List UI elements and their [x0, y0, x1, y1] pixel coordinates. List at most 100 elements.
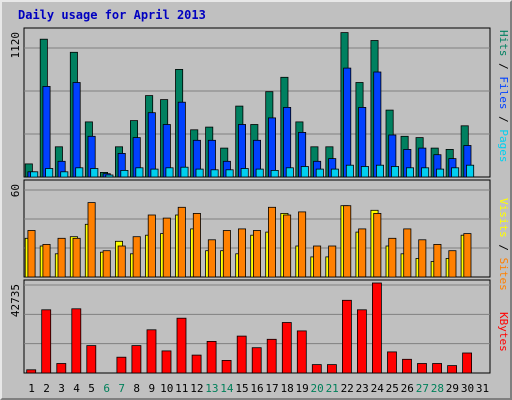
x-tick-label: 11: [175, 382, 188, 395]
bar-kbytes-day-12: [191, 354, 202, 374]
bar-kbytes-day-21: [326, 364, 337, 374]
bar-sites-day-26: [403, 228, 412, 278]
chart-title: Daily usage for April 2013: [18, 8, 206, 22]
bar-sites-day-2: [42, 243, 51, 278]
x-tick-label: 2: [43, 382, 50, 395]
x-tick-label: 6: [103, 382, 110, 395]
bar-sites-day-24: [373, 212, 382, 278]
bar-kbytes-day-28: [432, 363, 443, 374]
x-tick-label: 5: [88, 382, 95, 395]
bar-sites-day-14: [222, 230, 231, 278]
bar-pages-day-29: [451, 167, 460, 178]
y-max-label: 60: [9, 184, 22, 197]
x-tick-label: 14: [220, 382, 234, 395]
x-tick-label: 1: [28, 382, 35, 395]
x-tick-label: 7: [118, 382, 125, 395]
bar-pages-day-30: [466, 164, 475, 178]
bar-pages-day-26: [405, 167, 414, 178]
x-tick-label: 24: [371, 382, 385, 395]
legend-label-visits: Visits: [497, 198, 510, 238]
bar-pages-day-7: [120, 169, 129, 178]
bar-kbytes-day-17: [266, 338, 277, 374]
bar-kbytes-day-14: [221, 359, 232, 374]
bar-kbytes-day-13: [206, 340, 217, 374]
bar-pages-day-6: [105, 174, 114, 178]
x-tick-label: 17: [265, 382, 278, 395]
bar-kbytes-day-15: [236, 335, 247, 374]
bar-pages-day-16: [255, 168, 264, 178]
x-tick-label: 3: [58, 382, 65, 395]
x-tick-label: 31: [476, 382, 489, 395]
bar-kbytes-day-18: [281, 322, 292, 374]
x-tick-label: 27: [416, 382, 429, 395]
bar-pages-day-14: [225, 169, 234, 178]
bar-files-day-18: [283, 107, 292, 178]
bar-files-day-24: [373, 71, 382, 178]
bar-kbytes-day-8: [131, 345, 142, 374]
bar-sites-day-18: [283, 214, 292, 278]
bar-sites-day-11: [177, 206, 186, 278]
bar-kbytes-day-26: [402, 358, 412, 374]
bar-files-day-22: [343, 67, 352, 178]
legend-label-pages: Pages: [497, 129, 510, 162]
bar-pages-day-4: [75, 167, 84, 178]
x-tick-label: 13: [205, 382, 218, 395]
bar-files-day-11: [177, 101, 186, 178]
bar-kbytes-day-7: [116, 356, 127, 374]
bar-kbytes-day-3: [56, 363, 67, 374]
x-tick-label: 21: [326, 382, 339, 395]
bar-pages-day-5: [90, 168, 99, 178]
bar-sites-day-21: [328, 245, 337, 278]
bar-sites-day-17: [267, 206, 276, 278]
panel-top: 1120 Hits / Files / Pages: [9, 27, 510, 178]
bar-sites-day-25: [388, 237, 397, 278]
bar-sites-day-20: [313, 245, 322, 278]
bar-kbytes-day-10: [161, 350, 172, 374]
bar-kbytes-day-22: [341, 299, 352, 374]
x-tick-label: 9: [148, 382, 155, 395]
x-tick-label: 19: [295, 382, 308, 395]
bar-files-day-4: [72, 82, 81, 178]
bar-pages-day-21: [330, 168, 339, 178]
bar-kbytes-day-9: [146, 329, 157, 374]
bar-pages-day-10: [165, 167, 174, 178]
bar-kbytes-day-25: [387, 351, 397, 374]
bar-pages-day-22: [345, 164, 354, 178]
bar-kbytes-day-27: [417, 363, 427, 374]
bar-kbytes-day-5: [86, 345, 97, 374]
legend-separator: /: [497, 110, 510, 130]
bar-pages-day-11: [180, 166, 189, 178]
panel-middle: 60 Visits / Sites: [9, 179, 510, 291]
x-tick-label: 18: [280, 382, 293, 395]
bar-kbytes-day-24: [371, 282, 382, 374]
bar-files-day-9: [147, 112, 156, 178]
legend-separator: /: [497, 57, 510, 77]
bar-sites-day-12: [192, 212, 201, 278]
x-tick-label: 26: [401, 382, 414, 395]
bar-pages-day-25: [390, 166, 399, 178]
bar-sites-day-4: [72, 237, 81, 278]
bar-pages-day-23: [360, 166, 369, 178]
bar-sites-day-10: [162, 217, 171, 278]
bar-pages-day-24: [375, 164, 384, 178]
bar-sites-day-29: [448, 250, 457, 278]
bar-sites-day-1: [27, 230, 36, 278]
bar-pages-day-18: [285, 167, 294, 178]
bar-pages-day-28: [436, 168, 445, 178]
bar-sites-day-8: [132, 236, 141, 278]
bar-pages-day-9: [150, 168, 159, 178]
x-tick-label: 10: [160, 382, 173, 395]
bar-sites-day-9: [147, 214, 156, 278]
legend-label-hits: Hits: [497, 30, 510, 57]
bar-sites-day-15: [237, 228, 246, 278]
bar-kbytes-day-23: [356, 309, 367, 374]
bar-pages-day-13: [210, 169, 219, 178]
x-tick-label: 30: [461, 382, 474, 395]
bar-pages-day-12: [195, 168, 204, 178]
bar-sites-day-6: [102, 250, 111, 278]
bar-kbytes-day-29: [447, 365, 458, 374]
bar-pages-day-3: [60, 171, 69, 178]
bar-pages-day-1: [30, 171, 39, 178]
legend-bottom: KBytes: [497, 312, 510, 352]
bar-kbytes-day-1: [26, 369, 37, 374]
